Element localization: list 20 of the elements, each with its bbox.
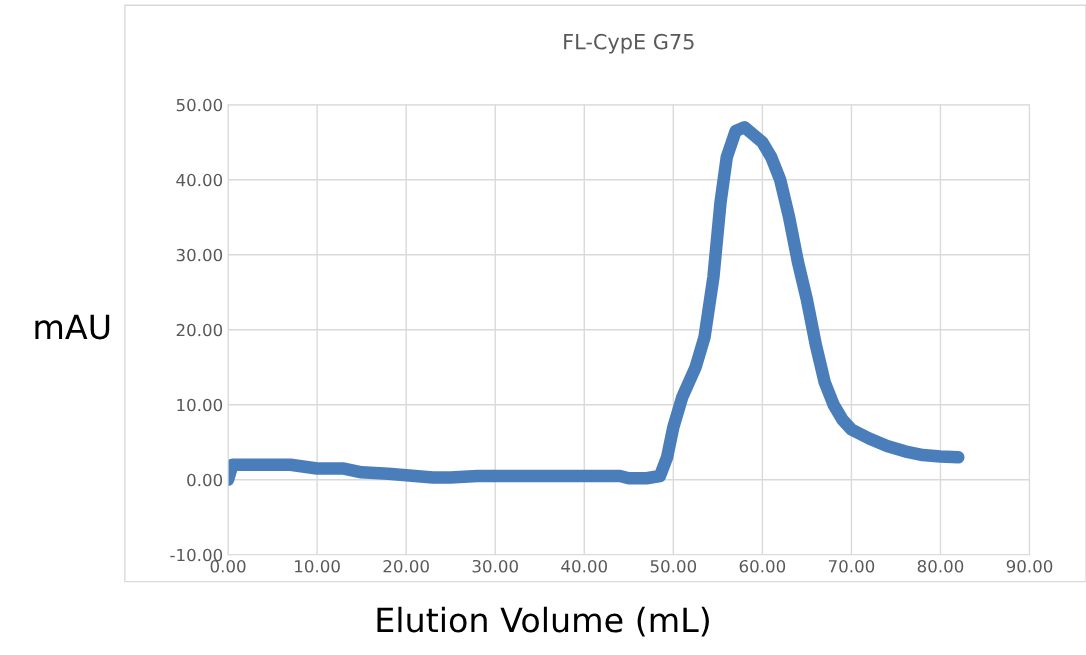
y-tick-label: -10.00 [170,548,223,562]
x-tick-label: 20.00 [383,559,429,573]
x-tick-label: 30.00 [472,559,518,573]
x-tick-label: 50.00 [650,559,697,573]
x-tick-label: 70.00 [828,559,875,573]
y-tick-label: 10.00 [177,398,223,412]
y-tick-label: 20.00 [176,323,223,337]
x-axis-title: Elution Volume (mL) [377,606,709,637]
x-tick-label: 40.00 [561,559,608,573]
x-tick-label: 0.00 [210,559,246,573]
x-tick-label: 10.00 [295,559,340,573]
y-tick-label: 50.00 [176,98,223,112]
x-tick-label: 60.00 [739,559,786,573]
y-tick-label: 30.00 [176,248,223,262]
y-tick-label: 40.00 [176,173,223,187]
x-tick-label: 90.00 [1006,559,1053,573]
chart-title: FL-CypE G75 [564,33,694,54]
x-tick-label: 80.00 [917,559,964,573]
y-axis-title: mAU [35,314,110,340]
y-tick-label: 0.00 [187,473,223,487]
